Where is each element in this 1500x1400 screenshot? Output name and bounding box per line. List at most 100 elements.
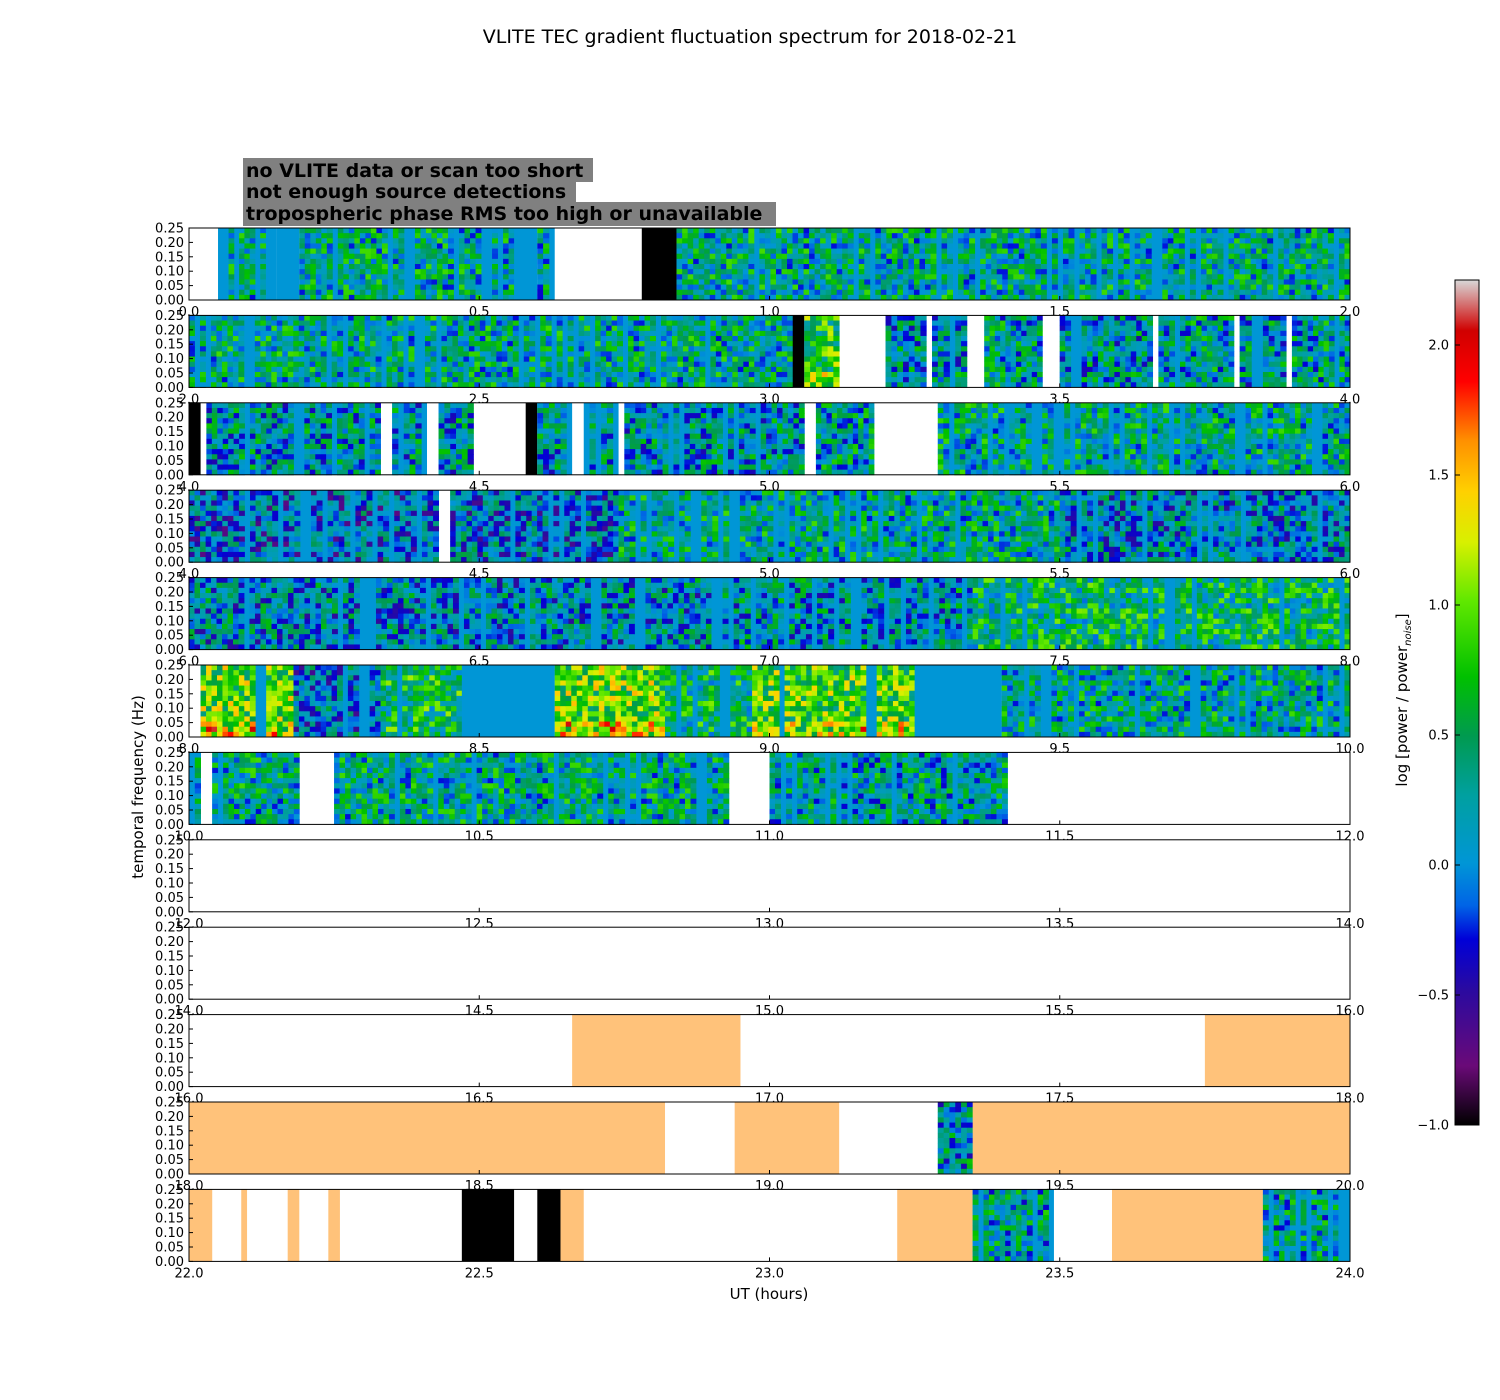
spectrum-cell xyxy=(677,238,683,244)
spectrum-cell xyxy=(682,264,688,270)
spectrum-cell xyxy=(1306,290,1312,296)
spectrum-cell xyxy=(826,233,832,239)
spectrum-cell xyxy=(820,249,826,255)
spectrum-cell xyxy=(239,285,245,291)
spectrum-cell xyxy=(826,238,832,244)
spectrum-cell xyxy=(914,279,920,285)
spectrum-cell xyxy=(1173,259,1179,265)
spectrum-cell xyxy=(360,290,366,296)
spectrum-cell xyxy=(1035,254,1041,260)
spectrum-cell xyxy=(409,351,415,357)
spectrum-cell xyxy=(321,362,327,368)
spectrum-cell xyxy=(837,249,843,255)
spectrum-cell xyxy=(1212,269,1218,275)
spectrum-cell xyxy=(200,336,206,342)
spectrum-cell xyxy=(382,269,388,275)
spectrum-cell xyxy=(332,315,338,321)
spectrum-cell xyxy=(1339,269,1345,275)
spectrum-cell xyxy=(892,238,898,244)
spectrum-cell xyxy=(398,351,404,357)
spectrum-cell xyxy=(787,254,793,260)
spectrum-cell xyxy=(359,351,365,357)
spectrum-cell xyxy=(282,372,288,378)
spectrum-cell xyxy=(848,290,854,296)
spectrum-cell xyxy=(250,290,256,296)
spectrum-cell xyxy=(919,238,925,244)
spectrum-cell xyxy=(837,290,843,296)
spectrum-cell xyxy=(382,249,388,255)
spectrum-cell xyxy=(1328,279,1334,285)
spectrum-cell xyxy=(804,269,810,275)
spectrum-cell xyxy=(704,269,710,275)
spectrum-cell xyxy=(310,238,316,244)
spectrum-cell xyxy=(387,362,393,368)
spectrum-cell xyxy=(315,362,321,368)
spectrum-cell xyxy=(310,259,316,265)
spectrum-cell xyxy=(897,259,903,265)
spectrum-cell xyxy=(354,367,360,373)
spectrum-cell xyxy=(543,249,549,255)
spectrum-cell xyxy=(266,341,272,347)
spectrum-cell xyxy=(299,321,305,327)
spectrum-cell xyxy=(1229,228,1235,234)
spectrum-cell xyxy=(310,249,316,255)
spectrum-cell xyxy=(1024,243,1030,249)
spectrum-cell xyxy=(815,290,821,296)
spectrum-cell xyxy=(1295,228,1301,234)
spectrum-cell xyxy=(809,238,815,244)
spectrum-cell xyxy=(282,321,288,327)
spectrum-cell xyxy=(1234,279,1240,285)
spectrum-cell xyxy=(721,269,727,275)
spectrum-cell xyxy=(420,228,426,234)
spectrum-cell xyxy=(986,279,992,285)
spectrum-cell xyxy=(804,233,810,239)
spectrum-cell xyxy=(1091,264,1097,270)
spectrum-cell xyxy=(354,346,360,352)
spectrum-cell xyxy=(1251,279,1257,285)
spectrum-cell xyxy=(310,346,316,352)
spectrum-cell xyxy=(365,326,371,332)
spectrum-cell xyxy=(732,274,738,280)
spectrum-cell xyxy=(986,233,992,239)
spectrum-cell xyxy=(1069,233,1075,239)
spectrum-cell xyxy=(1135,243,1141,249)
spectrum-cell xyxy=(925,228,931,234)
spectrum-cell xyxy=(387,326,393,332)
spectrum-cell xyxy=(765,279,771,285)
spectrum-cell xyxy=(376,362,382,368)
spectrum-cell xyxy=(787,285,793,291)
spectrum-cell xyxy=(229,233,235,239)
spectrum-cell xyxy=(997,238,1003,244)
spectrum-cell xyxy=(1234,259,1240,265)
spectrum-cell xyxy=(1052,238,1058,244)
spectrum-cell xyxy=(815,233,821,239)
spectrum-cell xyxy=(1278,264,1284,270)
spectrum-cell xyxy=(1008,279,1014,285)
spectrum-cell xyxy=(1107,259,1113,265)
spectrum-cell xyxy=(886,290,892,296)
spectrum-cell xyxy=(1162,233,1168,239)
spectrum-cell xyxy=(914,238,920,244)
spectrum-cell xyxy=(931,290,937,296)
spectrum-cell xyxy=(1080,259,1086,265)
spectrum-cell xyxy=(321,238,327,244)
spectrum-cell xyxy=(710,233,716,239)
spectrum-cell xyxy=(1080,285,1086,291)
spectrum-cell xyxy=(1030,233,1036,239)
spectrum-cell xyxy=(229,238,235,244)
spectrum-cell xyxy=(238,315,244,321)
spectrum-cell xyxy=(216,377,222,383)
spectrum-cell xyxy=(1173,228,1179,234)
spectrum-cell xyxy=(688,233,694,239)
spectrum-cell xyxy=(1289,264,1295,270)
spectrum-cell xyxy=(354,238,360,244)
spectrum-cell xyxy=(969,290,975,296)
spectrum-cell xyxy=(509,249,515,255)
spectrum-cell xyxy=(266,331,272,337)
spectrum-cell xyxy=(958,285,964,291)
spectrum-cell xyxy=(354,336,360,342)
spectrum-cell xyxy=(1190,269,1196,275)
spectrum-cell xyxy=(721,233,727,239)
spectrum-cell xyxy=(1124,233,1130,239)
spectrum-cell xyxy=(715,259,721,265)
